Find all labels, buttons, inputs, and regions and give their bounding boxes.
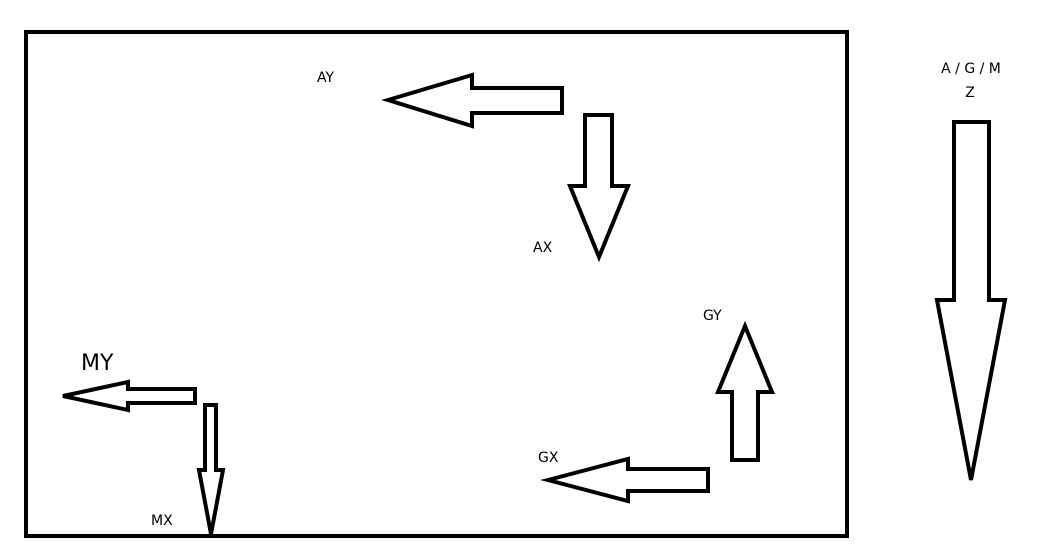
accelerometer-y-label: AY: [317, 70, 334, 86]
gyroscope-y-arrow: [715, 320, 775, 462]
accelerometer-x-label: AX: [533, 240, 553, 256]
accelerometer-x-arrow: [567, 113, 631, 263]
accelerometer-y-arrow: [381, 72, 564, 129]
magnetometer-y-arrow: [62, 379, 197, 413]
z-axis-label: Z: [965, 85, 975, 101]
magnetometer-x-label: MX: [151, 513, 173, 529]
z-axis-sensors-label: A / G / M: [941, 61, 1001, 77]
magnetometer-y-label: MY: [81, 351, 114, 376]
magnetometer-x-arrow: [196, 403, 226, 535]
z-axis-arrow: [934, 120, 1008, 481]
gyroscope-x-arrow: [540, 456, 710, 504]
gyroscope-y-label: GY: [703, 308, 722, 324]
gyroscope-x-label: GX: [538, 450, 559, 466]
